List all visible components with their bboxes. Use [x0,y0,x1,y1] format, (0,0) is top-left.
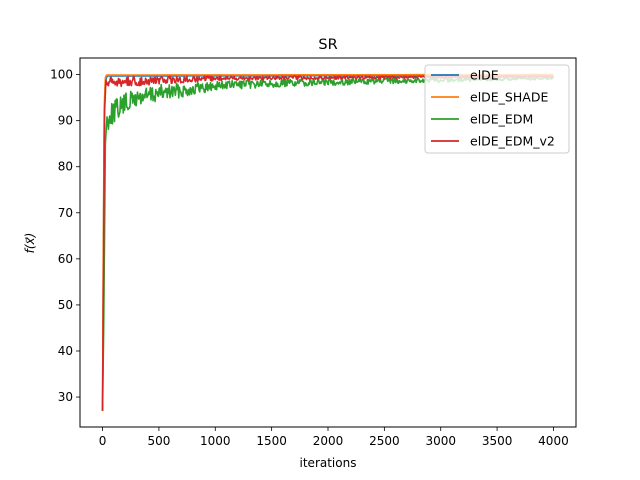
y-axis-label: f(x⃗) [23,233,37,254]
x-tick-label: 2500 [369,434,400,448]
y-tick-label: 80 [58,160,73,174]
legend-label: elDE_EDM [470,112,533,127]
chart-title: SR [318,37,337,53]
y-tick-label: 70 [58,206,73,220]
x-tick-label: 3500 [482,434,513,448]
x-tick-label: 3000 [425,434,456,448]
x-tick-label: 2000 [313,434,344,448]
x-tick-label: 4000 [538,434,569,448]
y-tick-label: 40 [58,344,73,358]
legend-label: elDE_SHADE [470,90,548,105]
y-tick-label: 50 [58,298,73,312]
legend-label: elDE [470,68,499,83]
y-tick-label: 30 [58,390,73,404]
x-axis-label: iterations [300,456,357,470]
x-tick-label: 1500 [256,434,287,448]
plot-area-frame [79,57,577,428]
y-tick-label: 60 [58,252,73,266]
x-tick-label: 1000 [200,434,231,448]
legend-label: elDE_EDM_v2 [470,134,555,149]
x-ticks: 0 500 1000 1500 2000 2500 3000 3500 4000 [99,427,569,448]
legend-frame [424,64,570,154]
y-tick-label: 100 [50,68,73,82]
x-tick-label: 500 [147,434,170,448]
legend: elDE elDE_SHADE elDE_EDM elDE_EDM_v2 [424,64,570,154]
x-tick-label: 0 [99,434,107,448]
y-ticks: 30 40 50 60 70 80 90 100 [50,68,80,404]
y-tick-label: 90 [58,114,73,128]
